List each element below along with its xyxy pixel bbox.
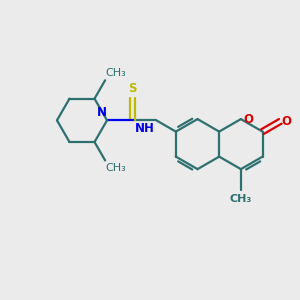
Text: CH₃: CH₃ [230, 194, 252, 204]
Text: O: O [243, 112, 253, 126]
Text: N: N [96, 106, 106, 118]
Text: CH₃: CH₃ [106, 68, 127, 78]
Text: CH₃: CH₃ [106, 163, 127, 173]
Text: NH: NH [135, 122, 155, 135]
Text: O: O [282, 115, 292, 128]
Text: S: S [128, 82, 137, 95]
